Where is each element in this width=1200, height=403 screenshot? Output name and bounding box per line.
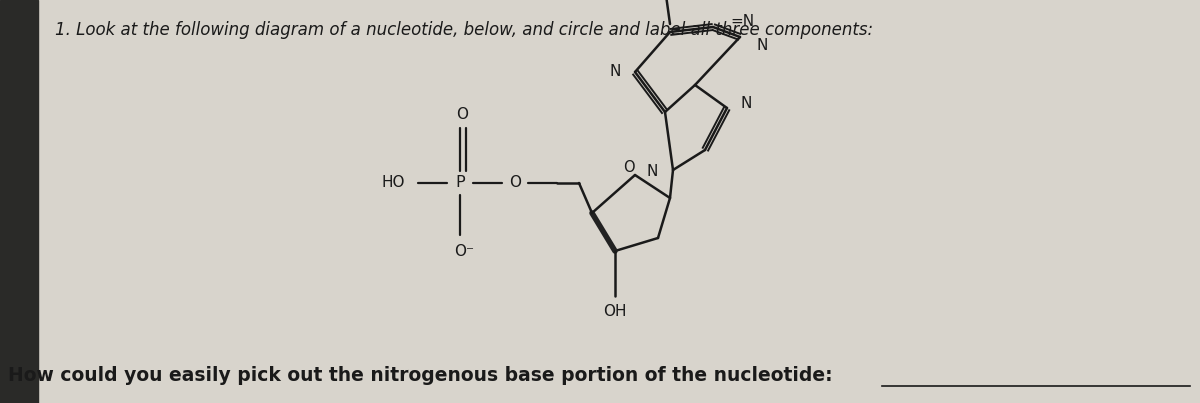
Text: =N: =N [730, 15, 754, 29]
Text: HO: HO [382, 175, 406, 191]
Bar [0, 0, 38, 403]
Text: How could you easily pick out the nitrogenous base portion of the nucleotide:: How could you easily pick out the nitrog… [8, 366, 833, 385]
Text: O: O [509, 175, 521, 191]
Text: N: N [757, 37, 768, 52]
Text: O⁻: O⁻ [454, 243, 474, 258]
Text: 1. Look at the following diagram of a nucleotide, below, and circle and label al: 1. Look at the following diagram of a nu… [55, 21, 874, 39]
Text: N: N [610, 64, 622, 79]
Text: N: N [647, 164, 658, 179]
Text: N: N [742, 96, 752, 112]
Text: O: O [623, 160, 635, 174]
Text: P: P [455, 175, 464, 191]
Text: OH: OH [604, 303, 626, 318]
Text: O: O [456, 108, 468, 123]
